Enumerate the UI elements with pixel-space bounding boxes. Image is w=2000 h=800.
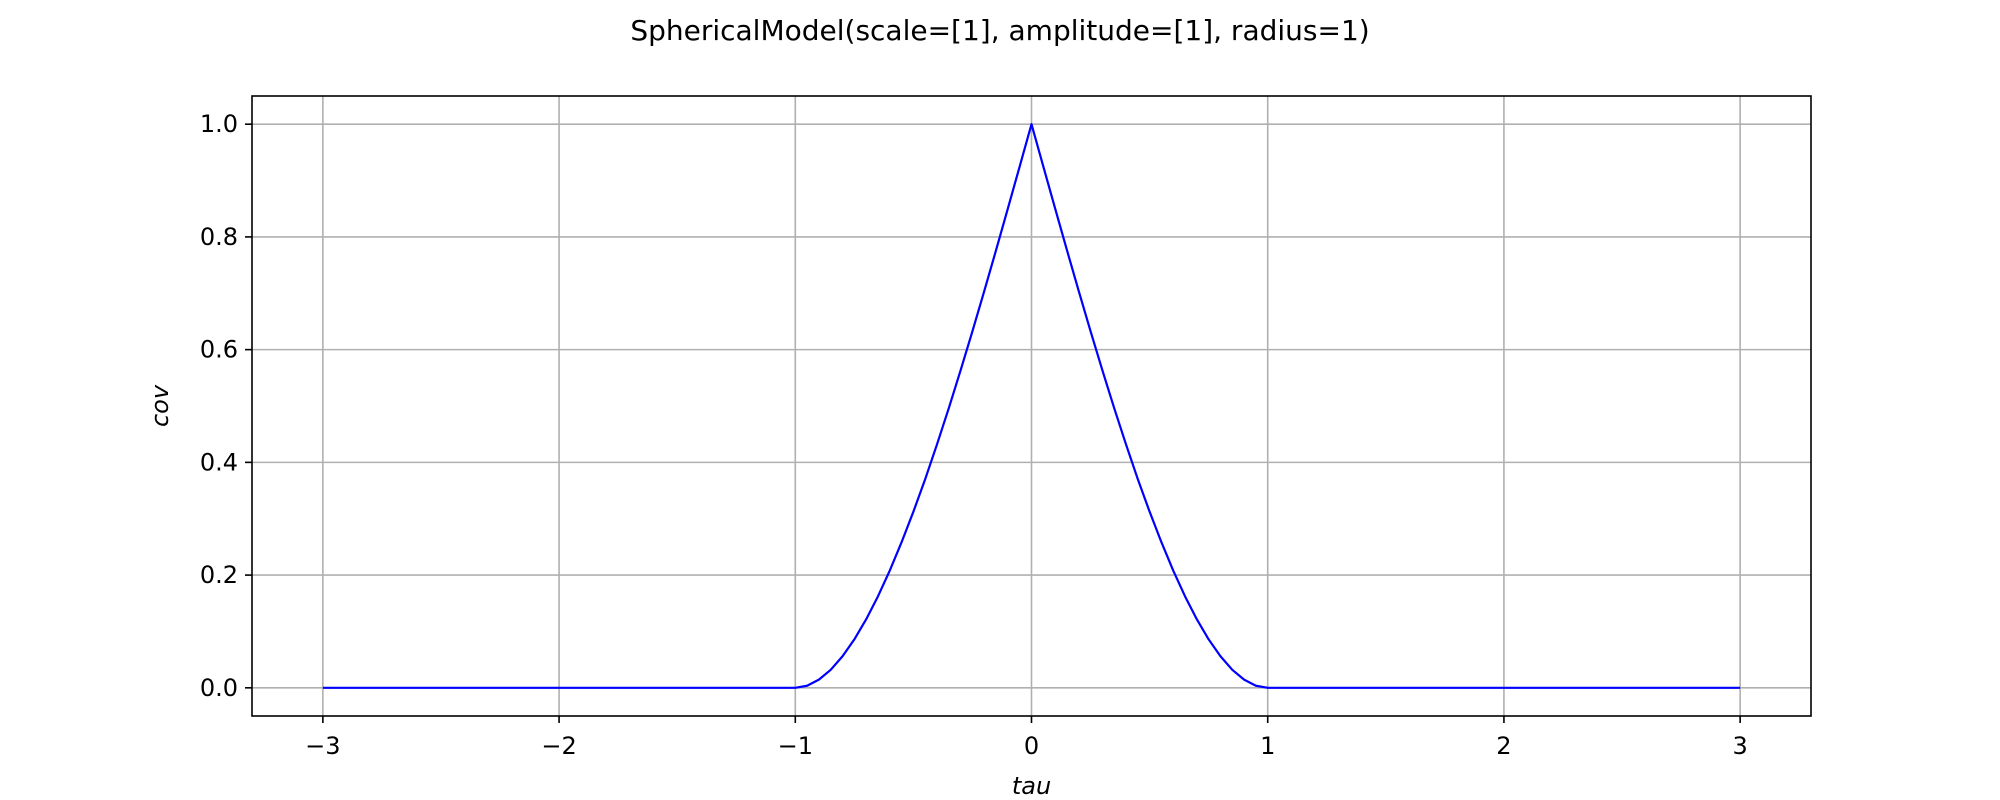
- x-tick-label: 2: [1496, 732, 1511, 760]
- x-tick-label: 0: [1024, 732, 1039, 760]
- chart-title: SphericalModel(scale=[1], amplitude=[1],…: [630, 14, 1369, 47]
- x-tick-label: 3: [1732, 732, 1747, 760]
- x-tick-label: −3: [305, 732, 340, 760]
- y-tick-label: 1.0: [200, 110, 238, 138]
- y-tick-label: 0.4: [200, 448, 238, 476]
- ticks: −3 −2 −1 0 1 2 3 0.0 0.2 0.4 0.6 0.8 1.0: [200, 110, 1748, 760]
- y-axis-label: cov: [146, 384, 174, 427]
- series-line: [322, 123, 1741, 689]
- y-tick-label: 0.8: [200, 223, 238, 251]
- x-tick-label: −1: [778, 732, 813, 760]
- x-tick-label: −2: [541, 732, 576, 760]
- y-tick-label: 0.2: [200, 561, 238, 589]
- grid: [252, 96, 1811, 716]
- x-axis-label: tau: [1012, 772, 1051, 800]
- x-tick-label: 1: [1260, 732, 1275, 760]
- series-layer: [322, 123, 1741, 689]
- y-tick-label: 0.6: [200, 336, 238, 364]
- y-tick-label: 0.0: [200, 674, 238, 702]
